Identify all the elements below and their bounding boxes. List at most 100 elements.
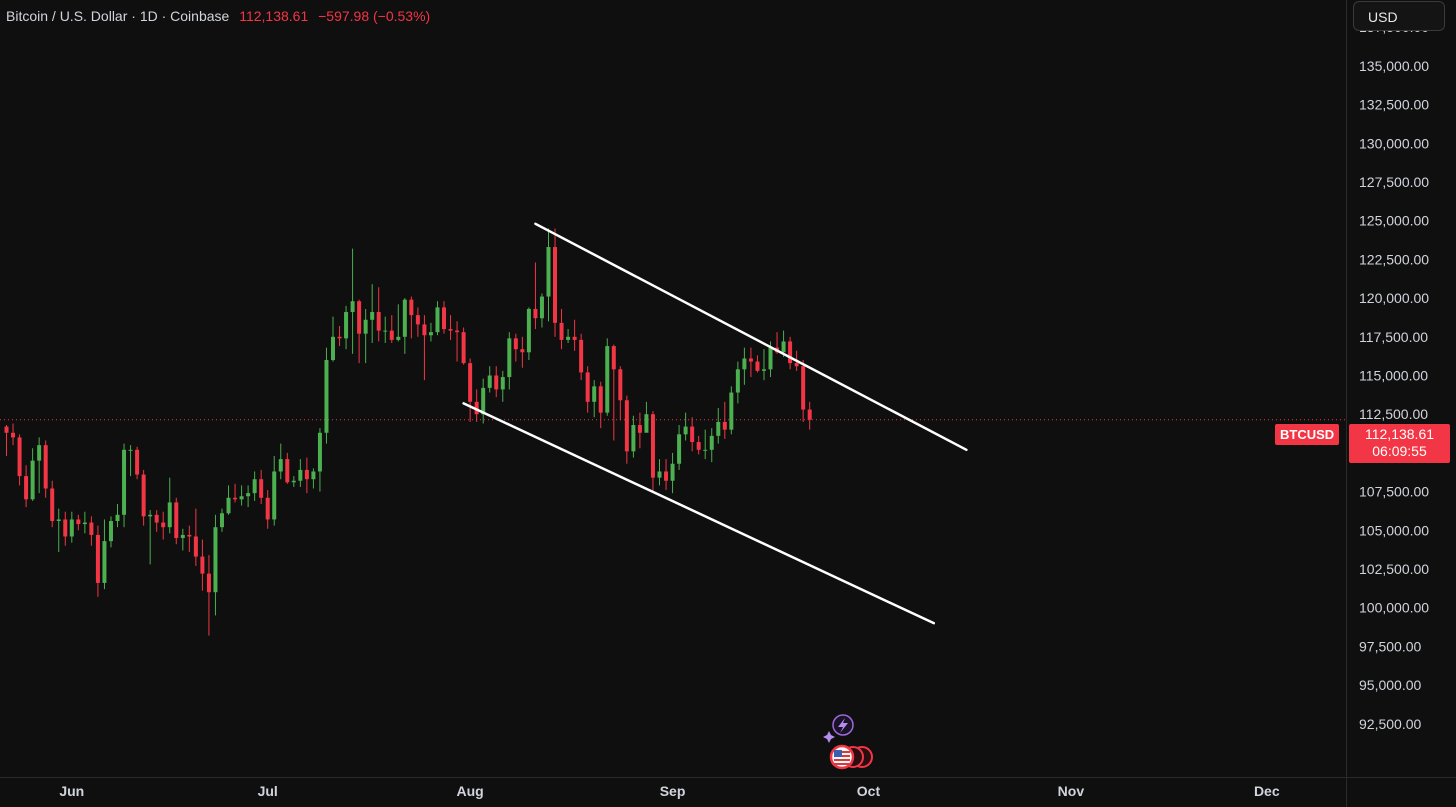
candle-body <box>526 308 531 353</box>
candle <box>161 511 166 540</box>
candle <box>631 415 636 458</box>
candle <box>167 477 172 534</box>
candle-body <box>180 534 185 539</box>
time-tick-label: Oct <box>857 783 881 799</box>
candle-body <box>415 315 420 325</box>
candle-body <box>226 497 231 514</box>
trendline[interactable] <box>534 222 968 452</box>
candle-body <box>468 363 473 402</box>
candle <box>690 417 695 452</box>
candle <box>122 443 127 528</box>
candle <box>553 228 558 337</box>
candle-body <box>272 471 277 520</box>
candle <box>259 469 264 504</box>
candle-body <box>664 471 669 481</box>
candle <box>141 469 146 526</box>
price-tick-label: 117,500.00 <box>1359 329 1428 345</box>
currency-button[interactable]: USD <box>1353 1 1445 31</box>
candle-body <box>605 346 610 413</box>
candle-body <box>513 338 518 350</box>
trendlines <box>462 222 968 625</box>
candle-body <box>755 361 760 371</box>
candle <box>363 308 368 364</box>
candle-body <box>174 502 179 539</box>
candle-body <box>389 330 394 340</box>
candle-body <box>631 425 636 452</box>
candle <box>442 301 447 334</box>
candle <box>566 329 571 343</box>
candle <box>481 378 486 424</box>
us-flag-event-icon[interactable] <box>829 744 873 770</box>
time-tick-label: Aug <box>457 783 484 799</box>
candle <box>50 480 55 528</box>
candle-body <box>690 426 695 443</box>
candle-body <box>324 360 329 433</box>
candle-body <box>637 425 642 433</box>
candle-body <box>592 386 597 402</box>
candle <box>272 455 277 526</box>
candle <box>637 412 642 449</box>
price-tag-value: 112,138.61 <box>1364 426 1435 442</box>
price-tick-label: 132,500.00 <box>1359 97 1429 113</box>
candle-body <box>442 307 447 330</box>
candle-body <box>761 369 766 371</box>
candle <box>579 333 584 381</box>
candle-body <box>500 377 505 390</box>
sparkle-lightning-icon[interactable] <box>823 714 854 743</box>
candle <box>108 516 113 548</box>
candle-body <box>376 312 381 331</box>
candle-body <box>748 358 753 362</box>
candle <box>331 316 335 362</box>
candle <box>324 347 329 444</box>
candle-body <box>350 301 355 313</box>
candle <box>200 539 205 591</box>
symbol-header: Bitcoin / U.S. Dollar · 1D · Coinbase 11… <box>6 8 430 24</box>
candle-body <box>657 471 662 478</box>
candle <box>402 298 407 354</box>
candle <box>422 315 427 381</box>
candle-body <box>703 449 708 451</box>
candle <box>298 459 303 487</box>
candle <box>618 366 623 421</box>
candle-body <box>30 460 35 500</box>
candle <box>788 336 793 370</box>
candle <box>500 370 505 402</box>
price-tick-label: 107,500.00 <box>1359 484 1429 500</box>
candle-body <box>82 522 87 525</box>
candle-body <box>17 437 22 477</box>
candle <box>592 380 597 418</box>
candle-body <box>311 471 316 480</box>
candle <box>428 322 433 342</box>
candle-body <box>337 336 342 339</box>
candle <box>461 327 466 365</box>
candle-body <box>285 459 290 483</box>
candle-body <box>474 401 479 415</box>
candle-body <box>154 514 159 523</box>
candle-body <box>448 329 453 331</box>
symbol-title[interactable]: Bitcoin / U.S. Dollar · 1D · Coinbase <box>6 8 230 24</box>
candle <box>239 485 244 506</box>
candle <box>246 485 251 508</box>
candle-body <box>722 421 727 430</box>
candle-body <box>89 522 94 535</box>
candle <box>376 287 381 342</box>
candle-body <box>735 369 740 393</box>
candle-body <box>729 392 734 430</box>
price-tick-label: 97,500.00 <box>1359 638 1421 654</box>
candle-body <box>252 479 257 494</box>
price-tick-label: 125,000.00 <box>1359 213 1429 229</box>
candle-body <box>357 301 362 334</box>
candle-body <box>546 247 551 297</box>
time-tick-label: Jun <box>59 783 84 799</box>
candle-body <box>4 426 9 433</box>
trendline[interactable] <box>462 402 936 625</box>
candle <box>735 361 740 404</box>
candle-body <box>807 409 812 420</box>
candle-body <box>716 421 721 436</box>
candle <box>755 355 760 373</box>
candle-body <box>585 372 590 402</box>
candle <box>82 511 87 534</box>
candle <box>605 338 610 416</box>
candle-body <box>213 527 218 593</box>
